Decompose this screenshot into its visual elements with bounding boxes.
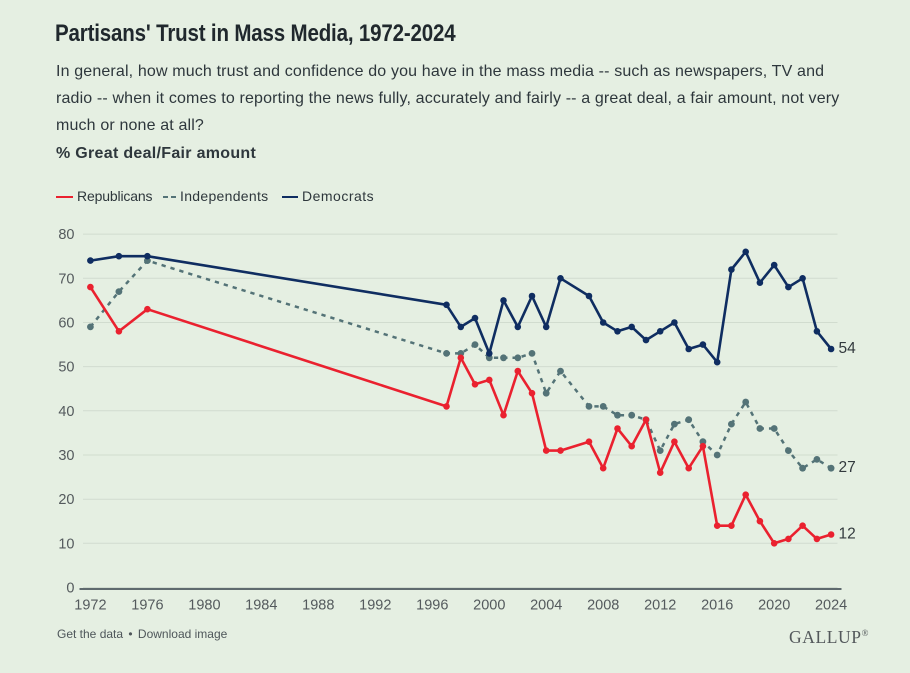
svg-text:27: 27	[839, 459, 856, 476]
svg-text:1980: 1980	[188, 598, 220, 614]
svg-text:40: 40	[58, 404, 74, 420]
svg-text:2012: 2012	[644, 598, 676, 614]
svg-text:30: 30	[58, 448, 74, 464]
svg-text:1976: 1976	[131, 598, 163, 614]
svg-text:2008: 2008	[587, 598, 619, 614]
svg-text:60: 60	[58, 316, 74, 332]
svg-text:54: 54	[839, 340, 857, 357]
svg-text:2020: 2020	[758, 598, 790, 614]
svg-text:20: 20	[58, 492, 74, 508]
svg-text:2004: 2004	[530, 598, 562, 614]
svg-text:2024: 2024	[815, 598, 847, 614]
svg-text:2016: 2016	[701, 598, 733, 614]
svg-text:2000: 2000	[473, 598, 505, 614]
svg-text:50: 50	[58, 360, 74, 376]
svg-text:80: 80	[58, 227, 74, 243]
svg-text:1992: 1992	[359, 598, 391, 614]
svg-text:10: 10	[58, 536, 74, 552]
svg-text:1996: 1996	[416, 598, 448, 614]
svg-text:70: 70	[58, 271, 74, 287]
svg-text:1988: 1988	[302, 598, 334, 614]
svg-text:0: 0	[66, 581, 74, 597]
svg-text:12: 12	[839, 525, 856, 542]
svg-text:1972: 1972	[74, 598, 106, 614]
svg-text:1984: 1984	[245, 598, 277, 614]
